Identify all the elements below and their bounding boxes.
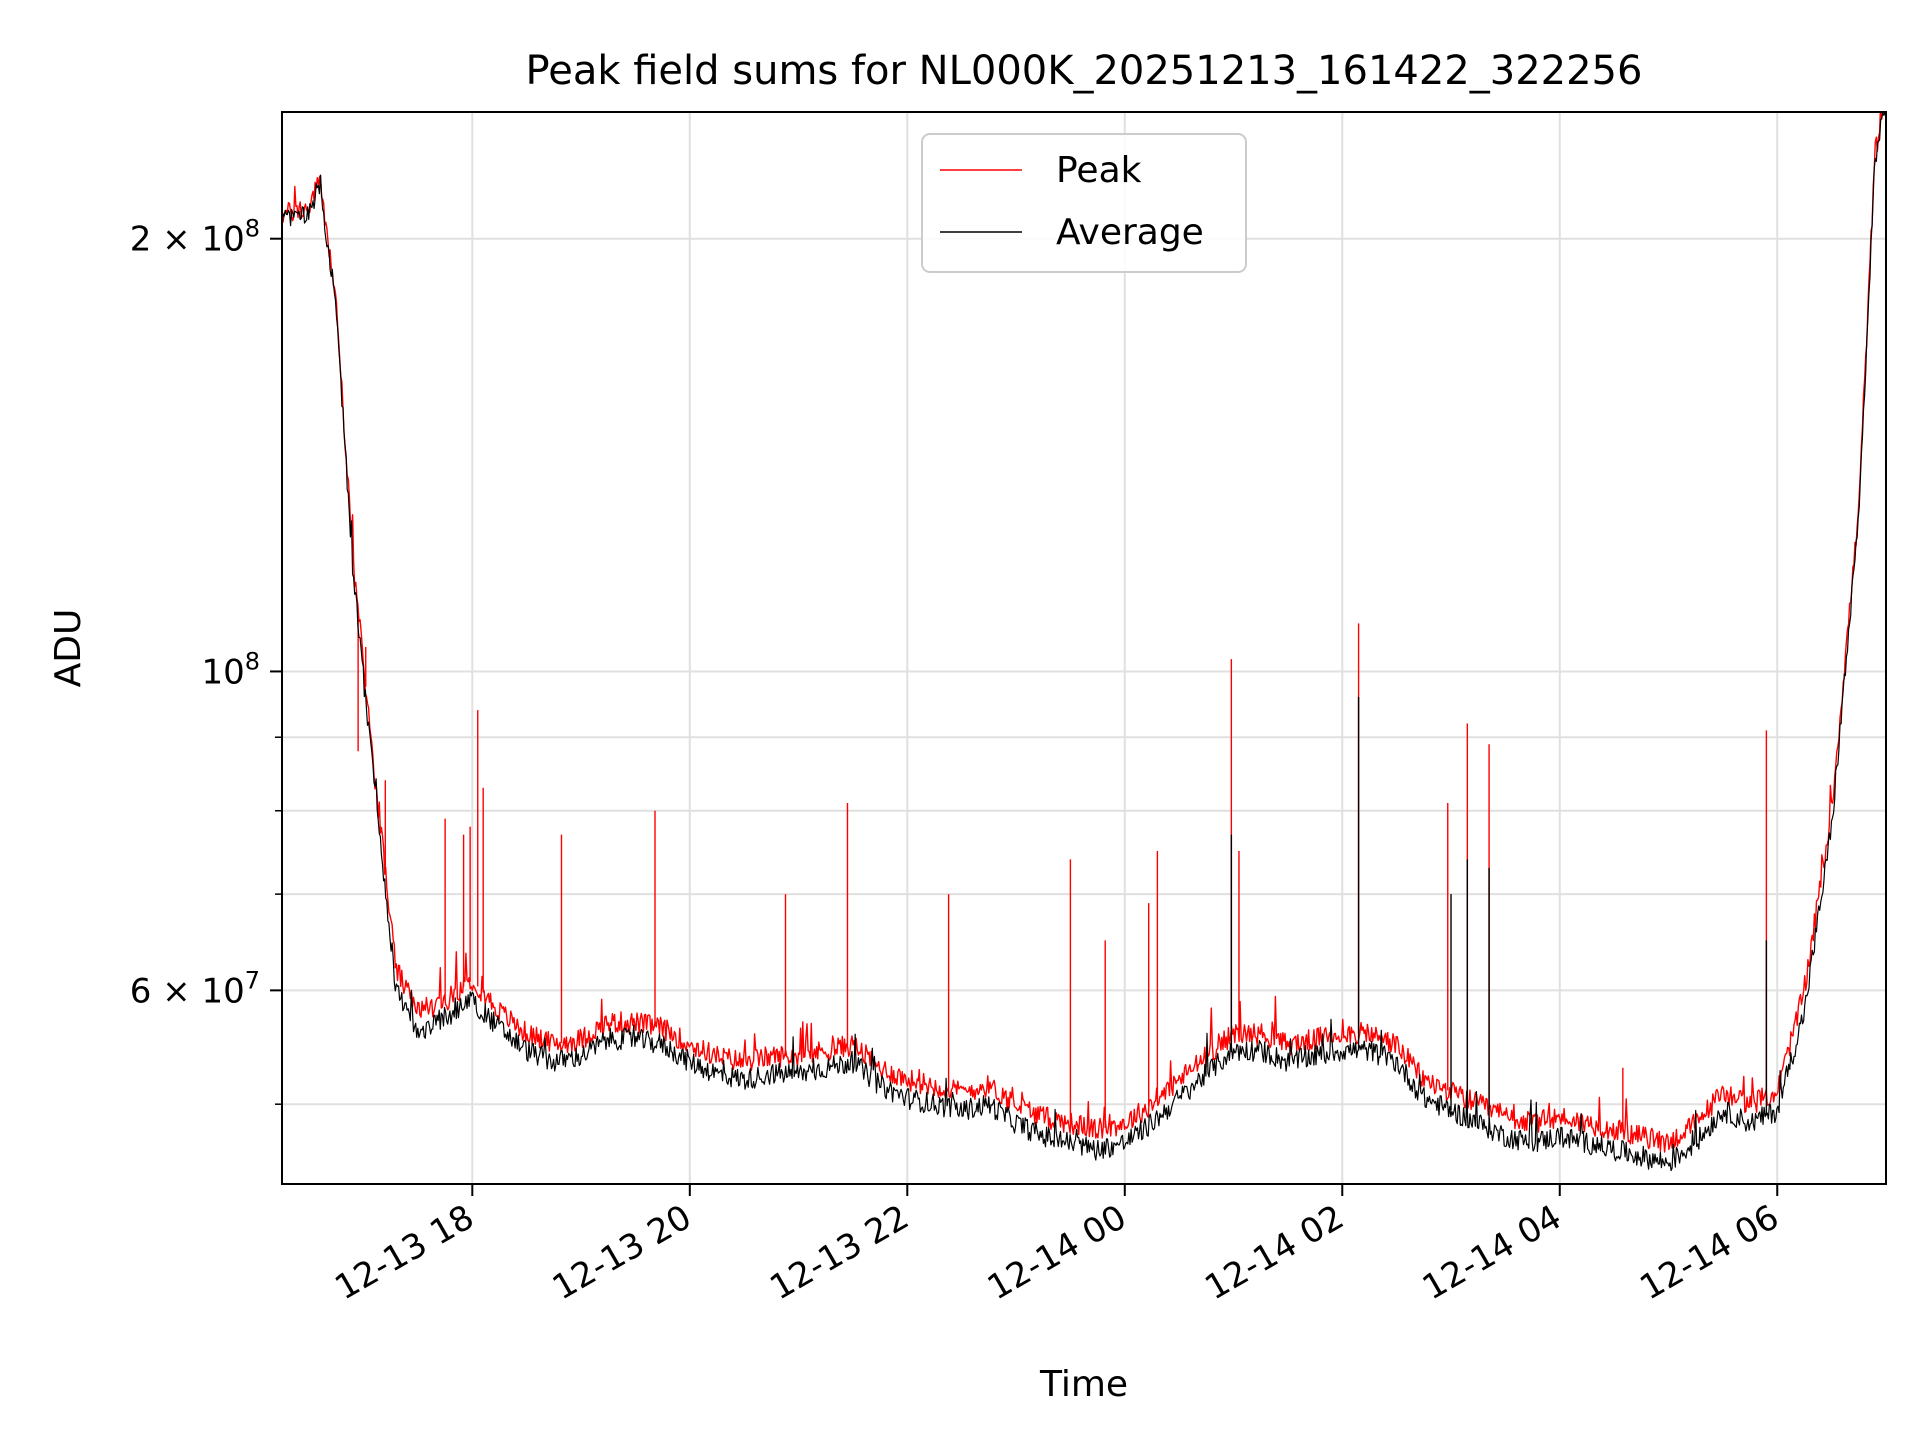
series-average bbox=[282, 112, 1886, 1172]
legend-box bbox=[921, 133, 1247, 273]
chart-title: Peak field sums for NL000K_20251213_1614… bbox=[526, 48, 1643, 94]
legend-average-label: Average bbox=[1056, 212, 1204, 253]
series-layer bbox=[282, 112, 1886, 1172]
series-line-average bbox=[282, 112, 1886, 1172]
y-tick-label: 6 × 107 bbox=[130, 966, 260, 1011]
plot-frame bbox=[281, 111, 1887, 1185]
series-line-peak bbox=[282, 112, 1884, 1153]
series-peak bbox=[282, 112, 1884, 1153]
legend: Peak Average bbox=[921, 133, 1247, 273]
y-axis-label: ADU bbox=[48, 609, 89, 688]
x-axis-label: Time bbox=[1039, 1364, 1128, 1405]
y-tick-label: 2 × 108 bbox=[130, 215, 260, 260]
legend-peak-label: Peak bbox=[1056, 150, 1142, 191]
